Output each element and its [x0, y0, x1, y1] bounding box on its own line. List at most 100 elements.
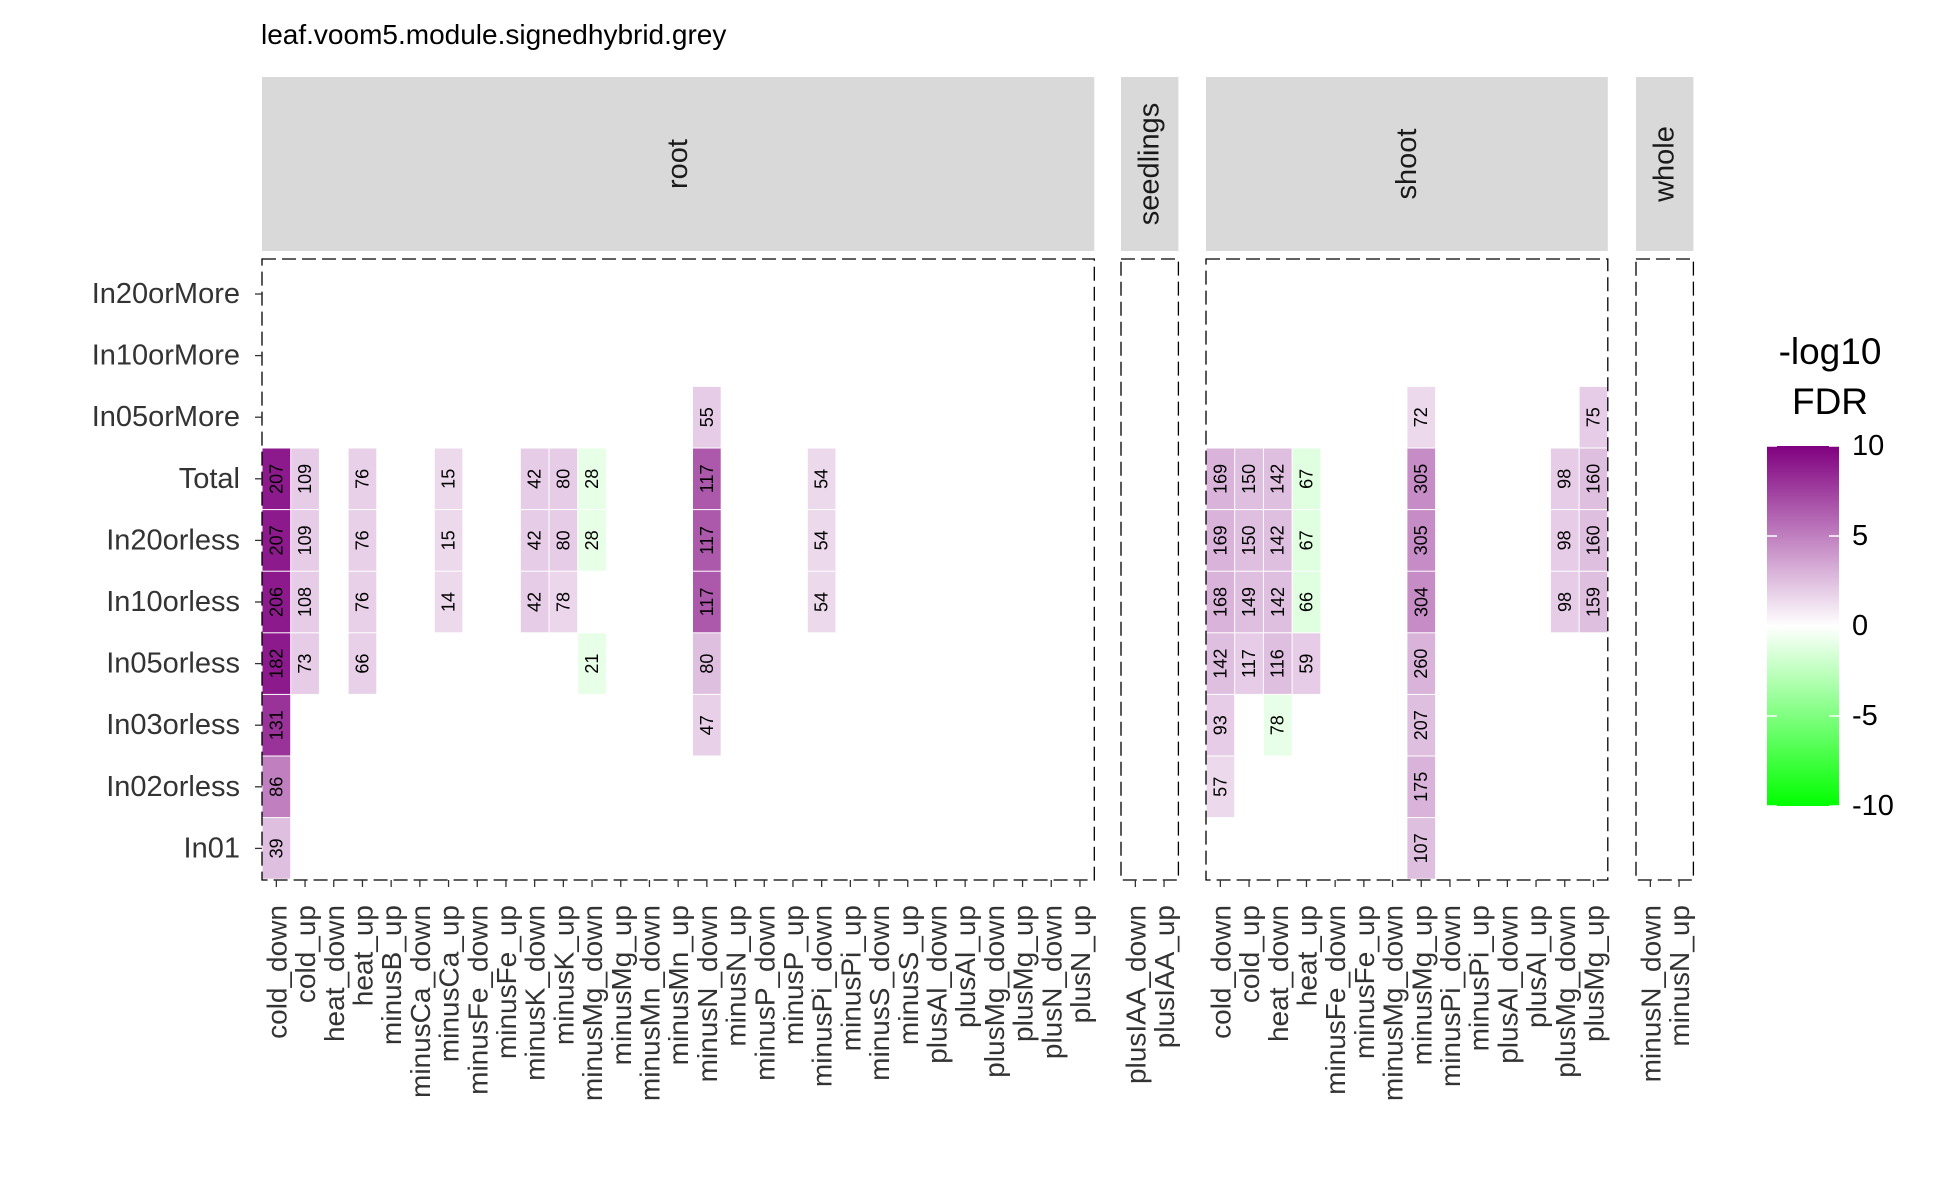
heatmap-cell: [1407, 448, 1436, 510]
heatmap-cell: [1407, 571, 1436, 633]
x-tick-shoot-heat-up: heat_up: [1291, 905, 1322, 1006]
cell-count-label: 207: [1411, 710, 1431, 740]
cell-count-label: 54: [812, 592, 832, 612]
heatmap-cell: [807, 571, 836, 633]
cell-count-label: 182: [266, 649, 286, 679]
heatmap-cell: [291, 571, 319, 633]
heatmap-cell: [1263, 694, 1292, 756]
facet-strips: root seedlings shoot whole: [262, 77, 1694, 251]
heatmap-cell: [1206, 633, 1235, 694]
cell-count-label: 72: [1411, 407, 1431, 427]
cell-count-label: 149: [1239, 587, 1259, 617]
heatmap-cell: [348, 633, 377, 694]
cell-count-label: 57: [1210, 777, 1230, 797]
legend-title-line-2: FDR: [1792, 381, 1868, 422]
heatmap-cell: [348, 510, 377, 571]
heatmap-cell: [1263, 633, 1292, 694]
heatmap-cells: 207 207 206 182 131 86 39 109 109 108 73 76 76 76 66 15…: [262, 386, 1608, 879]
cell-count-label: 15: [439, 469, 459, 489]
facet-label-seedlings: seedlings: [1134, 103, 1166, 226]
heatmap-cell: [262, 510, 291, 571]
x-tick-root-plusn-down: plusN_down: [1036, 905, 1067, 1059]
x-tick-whole-minusn-down: minusN_down: [1635, 905, 1666, 1082]
y-tick-in05ormore: In05orMore: [92, 401, 240, 433]
panel-borders: [261, 258, 1695, 881]
heatmap-cell: [1579, 510, 1608, 571]
cell-count-label: 305: [1411, 525, 1431, 555]
heatmap-cell: [1206, 448, 1235, 510]
x-tick-shoot-minusfe-up: minusFe_up: [1349, 905, 1380, 1059]
cell-count-label: 142: [1210, 649, 1230, 679]
cell-count-label: 150: [1239, 464, 1259, 494]
heatmap-cell: [1407, 756, 1436, 818]
heatmap-cell: [1579, 571, 1608, 633]
cell-count-label: 117: [697, 588, 717, 617]
heatmap-cell: [549, 571, 578, 633]
cell-count-label: 142: [1268, 525, 1288, 555]
cell-count-label: 207: [266, 464, 286, 494]
cell-count-label: 28: [582, 469, 602, 489]
cell-count-label: 108: [295, 587, 315, 617]
x-tick-root-plusmg-up: plusMg_up: [1008, 905, 1039, 1042]
facet-strip-seedlings: [1121, 77, 1179, 251]
cell-count-label: 142: [1268, 464, 1288, 494]
x-tick-shoot-minuspi-down: minusPi_down: [1435, 905, 1466, 1087]
x-tick-root-minusmg-down: minusMg_down: [577, 905, 608, 1101]
x-tick-shoot-plusmg-up: plusMg_up: [1578, 905, 1609, 1042]
x-tick-root-minusn-up: minusN_up: [721, 905, 752, 1047]
heatmap-cell: [262, 633, 291, 694]
facet-strip-shoot: [1206, 77, 1608, 251]
heatmap-cell: [1407, 633, 1436, 694]
legend-tick-label: 10: [1852, 430, 1884, 462]
cell-count-label: 206: [266, 587, 286, 617]
heatmap-cell: [1263, 510, 1292, 571]
x-tick-root-cold-down: cold_down: [261, 905, 292, 1039]
cell-count-label: 42: [525, 592, 545, 612]
x-tick-seedlings-plusiaa-up: plusIAA_up: [1149, 905, 1180, 1048]
legend-tick-label: -5: [1852, 700, 1878, 732]
y-tick-in05orless: In05orless: [106, 648, 240, 680]
cell-count-label: 169: [1210, 464, 1230, 494]
heatmap-cell: [1206, 571, 1235, 633]
row-labels: In20orMore In10orMore In05orMore Total In20o…: [92, 278, 262, 864]
panel-border-whole: [1635, 258, 1695, 881]
heatmap-cell: [1292, 571, 1321, 633]
cell-count-label: 39: [266, 838, 286, 858]
x-tick-root-plusmg-down: plusMg_down: [979, 905, 1010, 1078]
heatmap-cell: [693, 386, 721, 448]
cell-count-label: 80: [697, 654, 717, 674]
color-legend: -log10 FDR 10 5 0 -5 -10: [1767, 331, 1894, 822]
facet-strip-whole: [1636, 77, 1694, 251]
heatmap-cell: [693, 571, 721, 633]
heatmap-cell: [520, 571, 549, 633]
cell-count-label: 78: [553, 592, 573, 612]
cell-count-label: 54: [812, 469, 832, 489]
heatmap-cell: [693, 633, 721, 694]
cell-count-label: 117: [697, 526, 717, 555]
cell-count-label: 93: [1210, 715, 1230, 735]
cell-count-label: 107: [1411, 833, 1431, 863]
x-tick-root-plusal-down: plusAl_down: [921, 905, 952, 1064]
x-tick-root-minusca-up: minusCa_up: [434, 905, 465, 1062]
cell-count-label: 159: [1583, 587, 1603, 617]
heatmap-cell: [262, 756, 291, 818]
x-tick-shoot-minusmg-up: minusMg_up: [1406, 905, 1437, 1065]
heatmap-cell: [1407, 694, 1436, 756]
cell-count-label: 47: [697, 715, 717, 735]
cell-count-label: 207: [266, 525, 286, 555]
cell-count-label: 168: [1210, 587, 1230, 617]
heatmap-cell: [1206, 756, 1235, 818]
heatmap-cell: [1550, 448, 1579, 510]
heatmap-cell: [291, 633, 319, 694]
cell-count-label: 54: [812, 530, 832, 550]
facet-label-whole: whole: [1649, 126, 1681, 203]
cell-count-label: 66: [352, 654, 372, 674]
x-tick-root-minusmn-down: minusMn_down: [634, 905, 665, 1101]
heatmap-cell: [1206, 694, 1235, 756]
heatmap-cell: [693, 448, 721, 510]
cell-count-label: 28: [582, 530, 602, 550]
heatmap-cell: [807, 448, 836, 510]
panel-border-seedlings: [1120, 258, 1180, 881]
legend-title-line-1: -log10: [1779, 331, 1882, 372]
